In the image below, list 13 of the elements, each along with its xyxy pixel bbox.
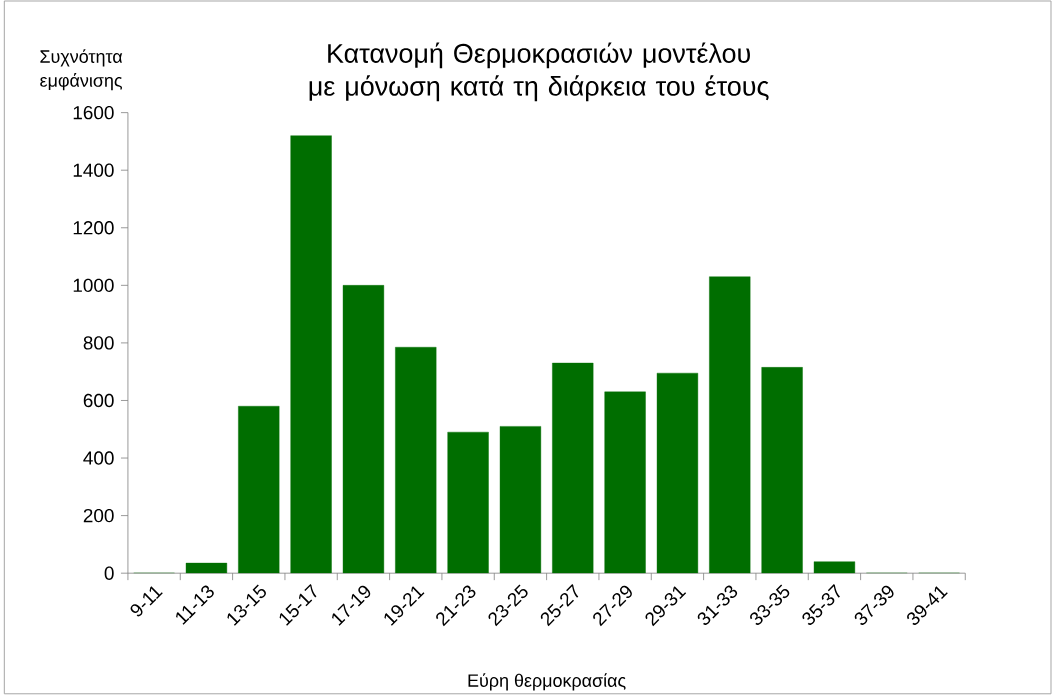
y-tick-label: 400 xyxy=(83,451,114,465)
y-tick-label: 0 xyxy=(104,566,114,580)
y-tick-label: 1600 xyxy=(73,106,114,120)
x-tick-label: 9-11 xyxy=(130,586,163,617)
chart-title: Κατανομή Θερμοκρασιών μοντέλου με μόνωση κατά τη διάρκεια του έτους xyxy=(309,42,769,102)
y-tick-label: 800 xyxy=(83,336,114,350)
y-axis-title: Συχνότητα εμφάνισης xyxy=(40,49,123,91)
y-tick-label: 1200 xyxy=(73,221,114,235)
y-tick-label: 1400 xyxy=(73,163,114,178)
y-tick-label: 1000 xyxy=(73,278,114,293)
y-tick-label: 600 xyxy=(83,393,114,408)
y-tick-label: 200 xyxy=(83,509,114,523)
x-axis-title: Εύρη θερμοκρασίας xyxy=(468,673,626,691)
